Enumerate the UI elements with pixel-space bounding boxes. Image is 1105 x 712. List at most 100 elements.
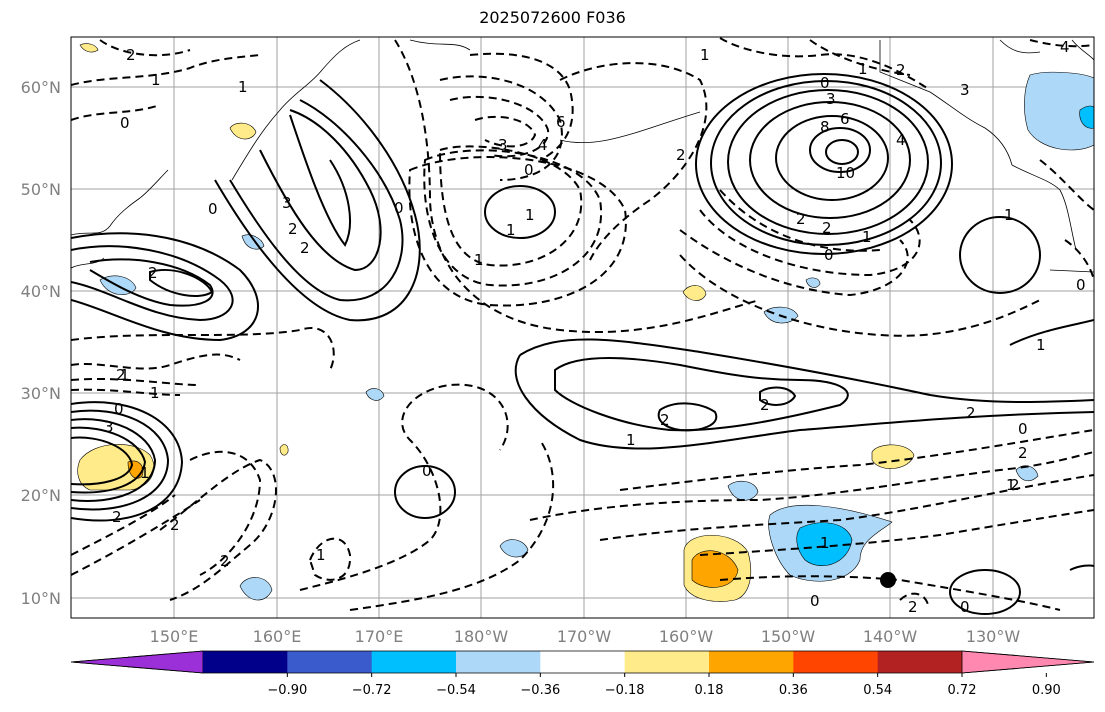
lon-label-150w: 150°W [761,627,816,646]
colorbar-segment [456,651,541,673]
contour-label: 3 [104,418,114,436]
lon-label-160w: 160°W [659,627,714,646]
longitude-labels: 150°E 160°E 170°E 180°W 170°W 160°W 150°… [150,627,1021,646]
lat-label-60n: 60°N [21,78,61,97]
lon-label-160e: 160°E [253,627,302,646]
contour-label: 2 [760,396,770,414]
contour-label: 2 [896,61,906,79]
coastlines [71,39,1094,273]
colorbar: −0.90 −0.72 −0.54 −0.36 −0.18 0.18 0.36 0.54 0.7… [70,650,1095,698]
lat-label-30n: 30°N [21,384,61,403]
contour-label: 1 [151,71,161,89]
lat-label-40n: 40°N [21,282,61,301]
contour-label: 2 [822,219,832,237]
colorbar-tick-label: −0.54 [436,683,476,698]
contour-label: 0 [810,592,820,610]
contour-label: 2 [170,516,180,534]
contour-label: 3 [498,136,508,154]
contour-label: 0 [1076,276,1086,294]
contour-label: 1 [820,534,830,552]
colorbar-tick-label: 0.72 [948,683,977,698]
contour-label: 1 [506,221,516,239]
contour-lines [71,37,1094,615]
lon-label-150e: 150°E [150,627,199,646]
colorbar-segment [540,651,626,673]
contour-label: 8 [820,118,830,136]
contour-label: 2 [676,146,686,164]
colorbar-extend-low [70,650,204,674]
contour-label: 1 [316,546,326,564]
location-marker [880,572,896,588]
contour-label: 3 [282,194,292,212]
contour-label: 0 [114,400,124,418]
lon-label-180w: 180°W [454,627,509,646]
contour-label: 0 [208,200,218,218]
colorbar-extend-high [961,650,1095,674]
colorbar-segment [877,651,963,673]
contour-label: 4 [538,136,548,154]
contour-label: 1 [626,431,636,449]
contour-label: 0 [960,598,970,616]
contour-label: 2 [300,239,310,257]
contour-label: 4 [896,131,906,149]
contour-label: 1 [120,366,130,384]
contour-label: 0 [394,199,404,217]
colorbar-segment [624,651,710,673]
contour-label: 1 [1036,336,1046,354]
contour-label: 1 [1006,476,1016,494]
contour-label: 2 [148,264,158,282]
contour-label: 2 [1010,476,1020,494]
colorbar-segment [709,651,794,673]
contour-label: 6 [840,110,850,128]
contour-label: 0 [524,161,534,179]
latitude-labels: 60°N 50°N 40°N 30°N 20°N 10°N [21,78,61,608]
contour-label: 2 [220,552,230,570]
contour-label: 1 [140,464,150,482]
contour-label: 2 [796,210,806,228]
contour-label: 1 [862,228,872,246]
lat-label-50n: 50°N [21,180,61,199]
contour-label: 2 [660,411,670,429]
colorbar-tick-label: 0.90 [1032,683,1061,698]
contour-label: 1 [474,251,484,269]
contour-label: 4 [1060,38,1070,56]
contour-label: 3 [826,90,836,108]
contour-label: 0 [1018,420,1028,438]
colorbar-tick-label: 0.36 [779,683,808,698]
colorbar-tick-label: 0.18 [695,683,724,698]
lon-label-170e: 170°E [355,627,404,646]
colorbar-tick-label: 0.54 [863,683,892,698]
contour-label: 2 [1018,444,1028,462]
contour-label: 1 [525,206,535,224]
colorbar-segment [793,651,879,673]
contour-label: 2 [908,598,918,616]
contour-label: 2 [288,220,298,238]
colorbar-tick-label: −0.18 [605,683,645,698]
lon-label-140w: 140°W [863,627,918,646]
contour-label: 1 [238,78,248,96]
lon-label-130w: 130°W [966,627,1021,646]
contour-labels: 2 1 0 2 1 0 3 2 2 0 1 3 4 6 0 1 1 2 1 0 … [104,38,1086,616]
contour-label: 0 [422,462,432,480]
contour-label: 10 [836,164,855,182]
colorbar-segment [287,651,373,673]
colorbar-outline [70,650,1095,674]
colorbar-segment [203,651,288,673]
map-area [71,37,1094,618]
contour-label: 2 [112,508,122,526]
colorbar-segment [371,651,457,673]
colorbar-tick-label: −0.36 [520,683,560,698]
map-title: 2025072600 F036 [479,8,626,27]
contour-label: 1 [700,46,710,64]
lat-label-20n: 20°N [21,486,61,505]
colorbar-tick-label: −0.72 [352,683,392,698]
contour-label: 2 [966,404,976,422]
contour-label: 0 [120,114,130,132]
contour-label: 1 [150,384,160,402]
contour-label: 1 [858,60,868,78]
contour-label: 6 [556,113,566,131]
map-frame [70,36,1095,619]
contour-label: 0 [824,246,834,264]
lon-label-170w: 170°W [557,627,612,646]
